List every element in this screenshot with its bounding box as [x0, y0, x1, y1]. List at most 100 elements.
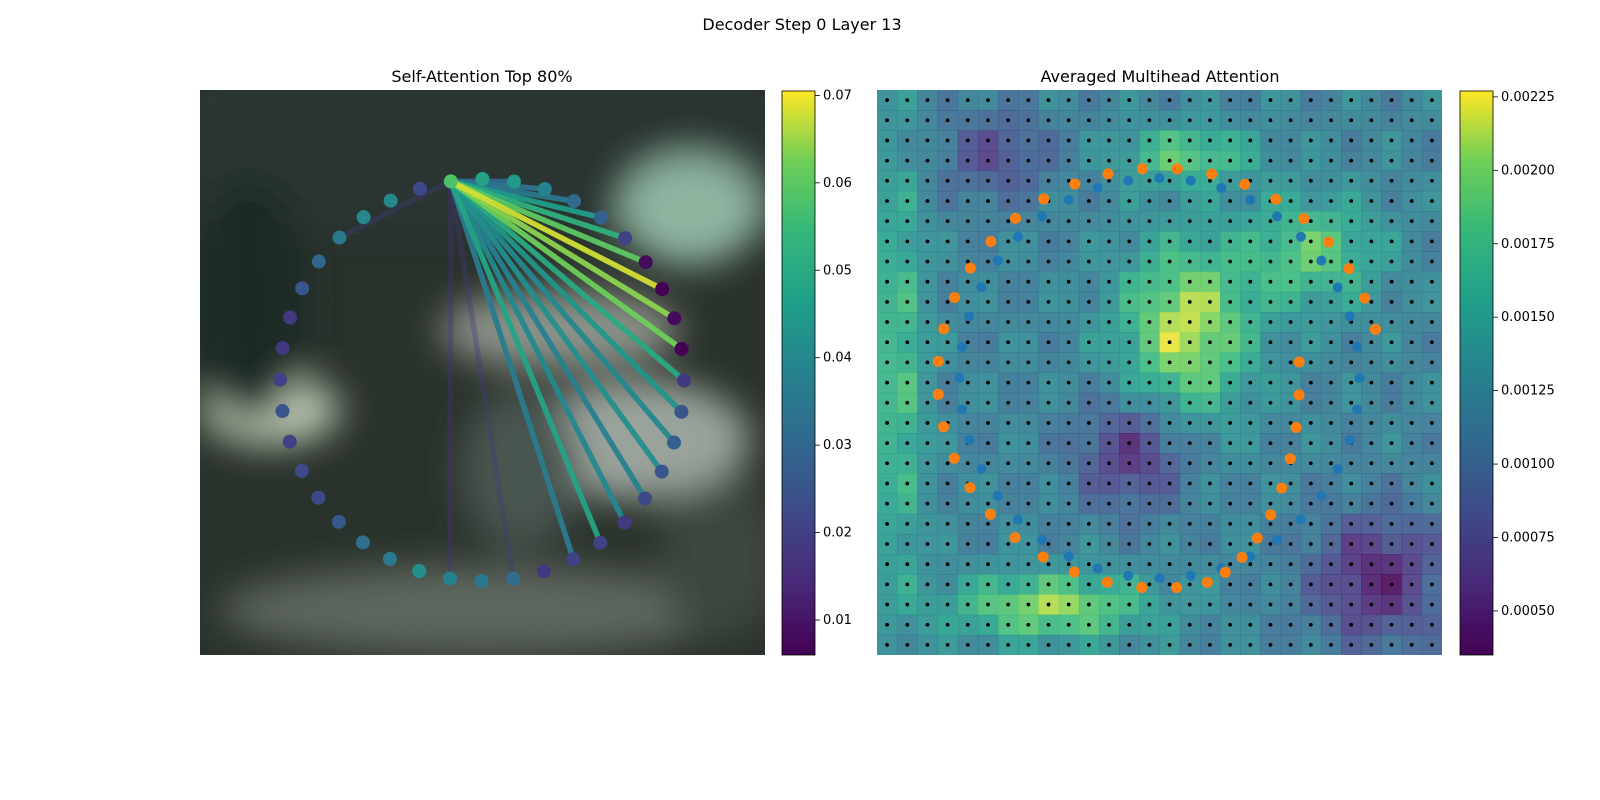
grid-dot — [1026, 320, 1031, 324]
grid-dot — [1066, 380, 1071, 385]
blue-point — [1185, 570, 1196, 581]
grid-dot — [1268, 602, 1273, 607]
orange-point — [1101, 576, 1113, 588]
grid-dot — [1248, 98, 1253, 102]
grid-dot — [1308, 259, 1313, 264]
grid-dot — [1430, 421, 1434, 425]
grid-dot — [1167, 118, 1172, 123]
blue-point — [1332, 463, 1343, 474]
grid-dot — [1228, 582, 1233, 587]
grid-dot — [885, 360, 889, 365]
grid-dot — [1127, 239, 1132, 244]
grid-dot — [1127, 501, 1132, 506]
grid-dot — [1430, 279, 1434, 284]
grid-dot — [1208, 219, 1212, 224]
grid-dot — [1066, 441, 1071, 446]
grid-dot — [1086, 178, 1091, 183]
grid-dot — [1349, 118, 1354, 123]
orange-point — [984, 508, 996, 520]
orange-point — [1251, 532, 1263, 544]
grid-dot — [1167, 259, 1172, 264]
grid-dot — [1147, 622, 1152, 627]
grid-dot — [1107, 400, 1111, 405]
grid-dot — [1046, 239, 1051, 244]
grid-dot — [1006, 239, 1011, 244]
grid-dot — [1228, 421, 1233, 425]
ring-point — [332, 230, 347, 245]
ring-point — [475, 172, 490, 187]
ring-point — [311, 490, 326, 505]
grid-dot — [1349, 622, 1354, 627]
grid-dot — [1308, 622, 1313, 627]
colorbar-tick-label: 0.00075 — [1501, 531, 1555, 546]
grid-dot — [1329, 400, 1333, 405]
grid-dot — [1329, 158, 1333, 163]
grid-dot — [1026, 340, 1031, 345]
grid-dot — [1409, 461, 1414, 466]
grid-dot — [1026, 602, 1031, 607]
blue-point — [956, 404, 967, 415]
grid-dot — [1006, 461, 1011, 466]
grid-dot — [1430, 239, 1434, 244]
ring-point — [655, 282, 670, 297]
ring-point — [442, 571, 457, 586]
grid-dot — [1026, 199, 1031, 203]
grid-dot — [1329, 98, 1333, 102]
orange-point — [1284, 453, 1296, 465]
multihead-title: Averaged Multihead Attention — [1041, 67, 1280, 86]
grid-dot — [1147, 461, 1152, 466]
grid-dot — [965, 158, 970, 163]
grid-dot — [1228, 118, 1233, 123]
grid-dot — [1208, 320, 1212, 324]
blue-point — [1154, 173, 1165, 184]
grid-dot — [1086, 380, 1091, 385]
ring-point — [355, 535, 370, 550]
grid-dot — [925, 178, 930, 183]
grid-dot — [1107, 380, 1111, 385]
grid-dot — [1430, 501, 1434, 506]
blue-point — [1036, 211, 1047, 222]
grid-dot — [1066, 481, 1071, 486]
grid-dot — [1369, 158, 1374, 163]
grid-dot — [1086, 360, 1091, 365]
grid-dot — [1329, 138, 1333, 143]
grid-dot — [1046, 562, 1051, 567]
orange-point — [1359, 292, 1371, 304]
grid-dot — [986, 521, 990, 526]
grid-dot — [965, 380, 970, 385]
grid-dot — [1066, 178, 1071, 183]
grid-dot — [986, 259, 990, 264]
grid-dot — [1288, 542, 1293, 546]
grid-dot — [1409, 481, 1414, 486]
attention-edge — [448, 179, 684, 414]
grid-dot — [1086, 320, 1091, 324]
grid-dot — [1288, 138, 1293, 143]
grid-dot — [1308, 602, 1313, 607]
grid-dot — [1430, 138, 1434, 143]
grid-dot — [1349, 98, 1354, 102]
orange-point — [1201, 576, 1213, 588]
grid-dot — [1086, 98, 1091, 102]
attention-edge — [448, 180, 627, 524]
grid-dot — [1329, 299, 1333, 304]
grid-dot — [1107, 138, 1111, 143]
grid-dot — [1288, 521, 1293, 526]
grid-dot — [1430, 521, 1434, 526]
grid-dot — [1308, 461, 1313, 466]
grid-dot — [1268, 643, 1273, 647]
grid-dot — [1066, 542, 1071, 546]
grid-dot — [1167, 582, 1172, 587]
grid-dot — [1228, 299, 1233, 304]
grid-dot — [1308, 582, 1313, 587]
grid-dot — [1288, 421, 1293, 425]
grid-dot — [1389, 259, 1394, 264]
grid-dot — [1066, 320, 1071, 324]
grid-dot — [965, 582, 970, 587]
grid-dot — [1389, 542, 1394, 546]
grid-dot — [965, 521, 970, 526]
grid-dot — [885, 582, 889, 587]
grid-dot — [1430, 259, 1434, 264]
grid-dot — [1046, 360, 1051, 365]
grid-dot — [1147, 380, 1152, 385]
grid-dot — [1187, 562, 1192, 567]
